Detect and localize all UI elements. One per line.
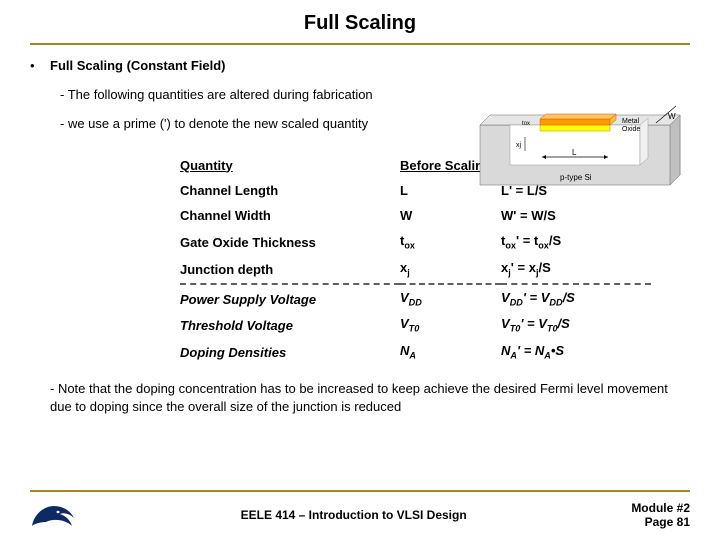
svg-text:tox: tox bbox=[522, 121, 530, 127]
footer-divider bbox=[30, 490, 690, 492]
intro-line-2: - we use a prime (') to denote the new s… bbox=[60, 115, 460, 134]
page-title: Full Scaling bbox=[0, 0, 720, 35]
table-row: Threshold VoltageVT0VT0' = VT0/S bbox=[180, 312, 651, 339]
mosfet-diagram: MetalOxide p-type Si L Wxj tox bbox=[470, 95, 690, 195]
svg-text:Metal: Metal bbox=[622, 118, 640, 125]
svg-text:xj: xj bbox=[516, 142, 522, 149]
doping-note: - Note that the doping concentration has… bbox=[50, 380, 690, 416]
table-row: Power Supply VoltageVDDVDD' = VDD/S bbox=[180, 284, 651, 313]
footer-course: EELE 414 – Introduction to VLSI Design bbox=[76, 508, 631, 522]
logo-icon bbox=[30, 500, 76, 530]
section-heading: Full Scaling (Constant Field) bbox=[50, 57, 226, 76]
table-row: Gate Oxide Thicknesstoxtox' = tox/S bbox=[180, 229, 651, 256]
table-row: Channel WidthWW' = W/S bbox=[180, 204, 651, 229]
table-row: Junction depthxjxj' = xj/S bbox=[180, 256, 651, 284]
svg-text:Oxide: Oxide bbox=[622, 126, 640, 133]
svg-text:L: L bbox=[572, 148, 577, 157]
title-divider bbox=[30, 43, 690, 45]
table-row: Doping DensitiesNANA' = NA•S bbox=[180, 339, 651, 366]
intro-line-1: - The following quantities are altered d… bbox=[60, 86, 460, 105]
footer-module: Module #2 bbox=[631, 501, 690, 515]
bullet-dot: • bbox=[30, 57, 50, 76]
footer: EELE 414 – Introduction to VLSI Design M… bbox=[0, 490, 720, 540]
table-header: Quantity bbox=[180, 154, 400, 180]
section-bullet: • Full Scaling (Constant Field) bbox=[30, 57, 690, 76]
footer-page: Page 81 bbox=[631, 515, 690, 529]
svg-text:p-type Si: p-type Si bbox=[560, 173, 592, 182]
svg-text:W: W bbox=[668, 112, 676, 121]
